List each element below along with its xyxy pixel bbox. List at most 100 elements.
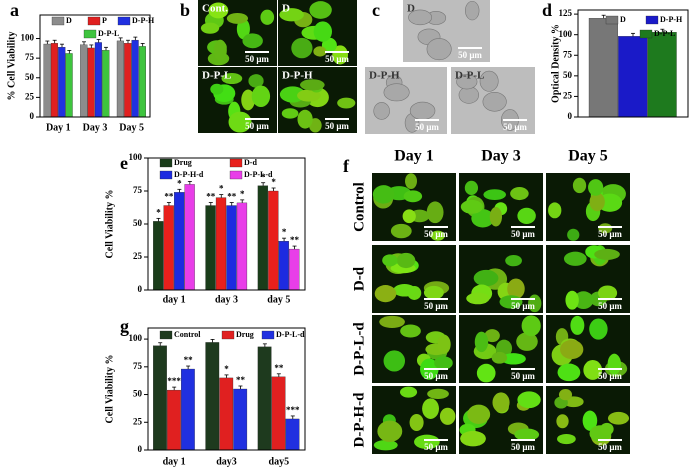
cell (567, 228, 580, 241)
x-tick-label: Day 3 (83, 122, 108, 133)
cell (489, 207, 503, 227)
y-tick-label: 75 (133, 185, 143, 195)
cell (221, 72, 243, 85)
tile-label: D-P-H (282, 70, 313, 82)
bar (116, 40, 124, 118)
scale-label: 50 μm (325, 54, 349, 64)
cell (402, 209, 416, 224)
legend-swatch (159, 158, 173, 168)
cell (483, 189, 507, 201)
legend-label: D (620, 15, 626, 24)
bar (80, 44, 88, 118)
cell (382, 254, 398, 267)
cell (422, 398, 440, 419)
legend-swatch (83, 29, 97, 39)
cell (505, 255, 522, 267)
y-tick-label: 75 (25, 52, 35, 62)
significance-label: *** (167, 376, 181, 386)
cell (390, 223, 412, 239)
cell (563, 251, 587, 266)
tile-label: D-P-H (369, 70, 400, 82)
cell-outline (426, 38, 452, 61)
scale-label: 50 μm (424, 229, 448, 239)
bar (167, 389, 181, 451)
cell (313, 46, 327, 57)
cell (560, 339, 584, 360)
cell (507, 278, 525, 300)
x-tick-label: Day 1 (46, 122, 71, 133)
y-tick-label: 125 (559, 8, 573, 18)
y-axis-label: Cell Viability % (104, 190, 115, 259)
legend-label: D-d (244, 158, 257, 167)
cell (517, 391, 541, 409)
cell (297, 109, 313, 129)
axis-frame (147, 327, 306, 451)
cell (476, 363, 496, 383)
legend-label: D-P-H (132, 16, 155, 25)
legend-label: D (66, 16, 72, 25)
cell (516, 332, 538, 351)
cell (556, 414, 569, 429)
scale-label: 50 μm (424, 442, 448, 452)
cell (399, 386, 418, 398)
y-tick-label: 75 (563, 49, 573, 59)
cell-outline (409, 101, 436, 120)
panel-letter: c (372, 0, 380, 20)
cell (260, 9, 275, 25)
column-header: Day 3 (481, 148, 521, 165)
legend-label: D-P-L-d (276, 330, 305, 339)
significance-label: * (177, 178, 182, 188)
cell (241, 89, 255, 111)
legend-swatch (159, 330, 173, 340)
cell (373, 439, 398, 451)
cell (321, 37, 337, 53)
significance-label: * (282, 227, 287, 237)
scale-label: 50 μm (325, 121, 349, 131)
significance-label: ** (236, 375, 246, 385)
significance-label: ** (274, 363, 284, 373)
legend-swatch (605, 15, 619, 25)
scale-label: 50 μm (598, 371, 622, 381)
tile-label: D-P-L (202, 70, 231, 82)
cell (572, 177, 587, 194)
cell (393, 284, 416, 297)
scale-label: 50 μm (245, 121, 269, 131)
y-axis-label: Optical Density % (550, 24, 561, 103)
y-tick-label: 0 (138, 284, 143, 294)
cell (403, 190, 423, 203)
legend-label: Control (174, 330, 201, 339)
cell (548, 202, 562, 219)
cell (557, 433, 576, 445)
scale-label: 50 μm (503, 122, 527, 132)
cell (337, 97, 356, 109)
y-tick-label: 50 (25, 72, 35, 82)
cell (473, 269, 499, 287)
cell-outline (408, 9, 433, 26)
bar (163, 205, 174, 291)
cell (430, 230, 445, 241)
legend-swatch (229, 170, 243, 180)
y-axis-label: Cell Viability % (104, 355, 115, 424)
significance-label: ** (227, 192, 237, 202)
panel-letter: a (10, 0, 19, 20)
x-tick-label: day 3 (215, 294, 238, 305)
cell (208, 2, 229, 19)
cell (517, 207, 536, 225)
cell (372, 185, 395, 204)
cell (484, 329, 500, 343)
panel-letter: g (120, 316, 129, 336)
bar (219, 377, 234, 451)
y-tick-label: 0 (30, 111, 35, 121)
bar (153, 345, 167, 451)
y-tick-label: 50 (133, 218, 143, 228)
tile-label: D (282, 3, 290, 15)
bar (131, 39, 139, 118)
cell (405, 173, 418, 190)
bar (233, 388, 248, 451)
cell (491, 351, 508, 364)
bar (174, 192, 185, 291)
cell (437, 334, 451, 354)
cell-outline (479, 70, 499, 92)
scale-label: 50 μm (424, 301, 448, 311)
